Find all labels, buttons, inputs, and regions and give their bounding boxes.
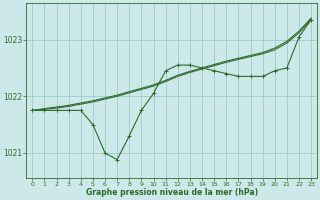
X-axis label: Graphe pression niveau de la mer (hPa): Graphe pression niveau de la mer (hPa) [86,188,258,197]
